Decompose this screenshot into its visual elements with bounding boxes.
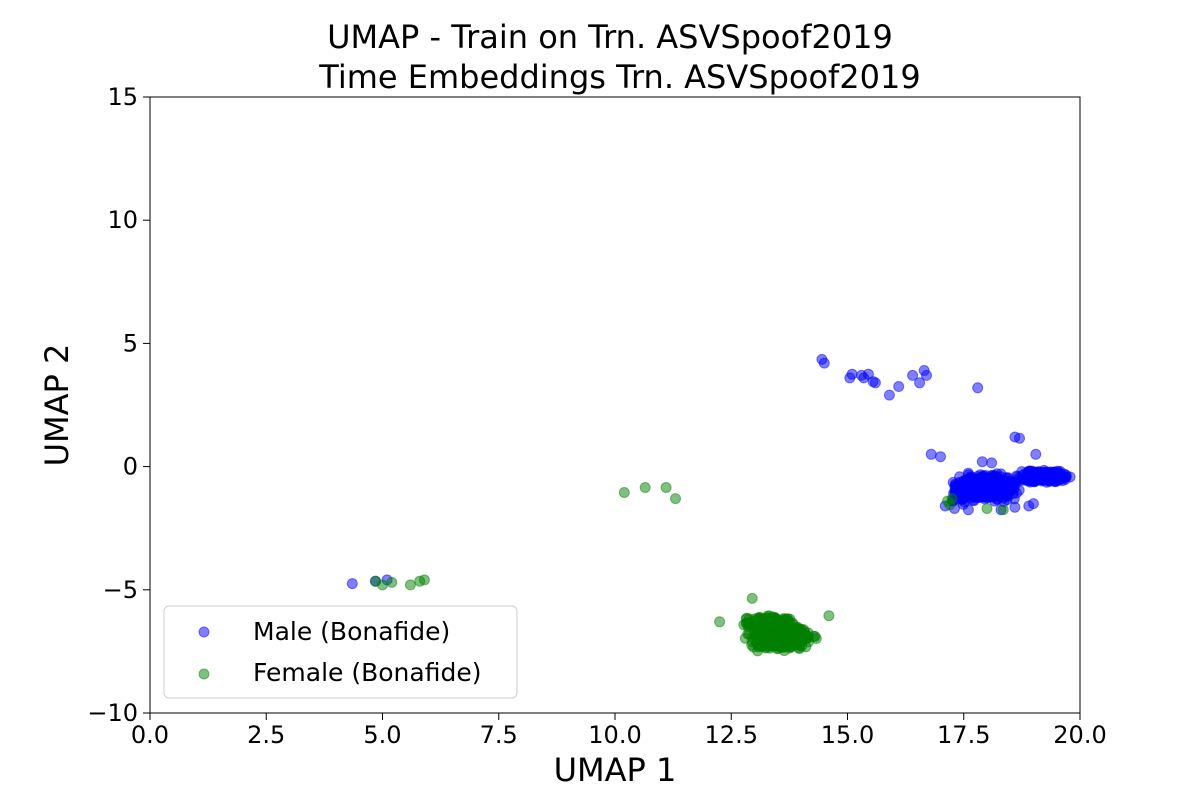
y-tick-label: 10	[107, 206, 138, 234]
points-layer	[346, 353, 1076, 657]
scatter-point	[883, 389, 895, 401]
scatter-point	[660, 482, 672, 493]
scatter-point	[956, 488, 968, 500]
x-tick-label: 10.0	[588, 721, 641, 749]
scatter-point	[1014, 432, 1025, 444]
scatter-point	[784, 633, 796, 645]
x-tick-label: 7.5	[480, 721, 518, 749]
legend: Male (Bonafide) Female (Bonafide)	[163, 605, 518, 699]
x-tick-label: 2.5	[247, 721, 285, 749]
scatter-point	[972, 382, 984, 394]
scatter-point	[907, 369, 919, 381]
legend-label-male: Male (Bonafide)	[253, 617, 450, 646]
legend-marker-male	[198, 626, 210, 638]
y-tick-label: 0	[123, 453, 138, 481]
scatter-point	[946, 493, 958, 505]
y-axis-label: UMAP 2	[38, 344, 76, 467]
y-tick-label: 15	[107, 83, 138, 111]
x-tick-label: 20.0	[1053, 721, 1106, 749]
chart-title-line-2: Time Embeddings Trn. ASVSpoof2019	[318, 58, 920, 96]
scatter-point	[1011, 487, 1022, 499]
scatter-point	[935, 451, 946, 463]
scatter-point	[925, 448, 937, 460]
scatter-point	[1028, 498, 1039, 510]
scatter-point	[1052, 465, 1064, 477]
x-tick-label: 5.0	[363, 721, 401, 749]
x-tick-label: 15.0	[821, 721, 874, 749]
scatter-point	[639, 482, 651, 493]
scatter-point	[753, 617, 765, 629]
scatter-point	[1049, 476, 1061, 487]
scatter-point	[404, 579, 416, 591]
scatter-point	[981, 503, 993, 514]
y-tick-label: −5	[103, 576, 138, 604]
scatter-point	[981, 486, 993, 498]
scatter-point	[774, 616, 786, 628]
scatter-point	[808, 630, 820, 642]
scatter-point	[954, 471, 966, 483]
scatter-point	[869, 377, 881, 389]
scatter-point	[618, 487, 630, 498]
scatter-point	[794, 631, 806, 643]
scatter-point	[738, 619, 750, 631]
ticks-layer: 0.0 2.5 5.0 7.5 10.0 12.5 15.0 17.5 20.0 −10 −5 0 5 1…	[87, 83, 1106, 749]
scatter-point	[818, 357, 830, 369]
scatter-point	[846, 368, 858, 380]
x-axis-label: UMAP 1	[554, 751, 677, 789]
x-tick-label: 0.0	[131, 721, 169, 749]
series-female	[370, 482, 1009, 657]
scatter-point	[377, 579, 388, 591]
scatter-point	[714, 616, 726, 628]
scatter-point	[823, 610, 835, 622]
scatter-point	[1030, 448, 1042, 460]
scatter-point	[914, 377, 926, 389]
scatter-point	[670, 493, 681, 505]
scatter-point	[893, 381, 905, 392]
scatter-point	[1039, 472, 1051, 484]
series-male	[346, 353, 1076, 590]
y-tick-label: −10	[87, 699, 138, 727]
scatter-point	[921, 369, 932, 381]
scatter-point	[1025, 475, 1037, 487]
scatter-point	[1009, 501, 1021, 513]
scatter-point	[386, 576, 398, 588]
legend-marker-female	[198, 668, 210, 680]
scatter-point	[997, 504, 1009, 516]
scatter-point	[962, 504, 974, 516]
scatter-point	[346, 578, 358, 590]
plot-area-frame	[149, 96, 1081, 714]
legend-label-female: Female (Bonafide)	[253, 658, 481, 687]
legend-box	[163, 605, 518, 699]
scatter-point	[418, 574, 430, 586]
chart-title-line-1: UMAP - Train on Trn. ASVSpoof2019	[327, 18, 893, 56]
scatter-point	[1064, 471, 1076, 483]
x-tick-label: 12.5	[705, 721, 758, 749]
x-tick-label: 17.5	[937, 721, 990, 749]
scatter-point	[986, 457, 998, 469]
scatter-point	[976, 456, 988, 468]
y-tick-label: 5	[123, 329, 138, 357]
scatter-point	[746, 592, 758, 604]
